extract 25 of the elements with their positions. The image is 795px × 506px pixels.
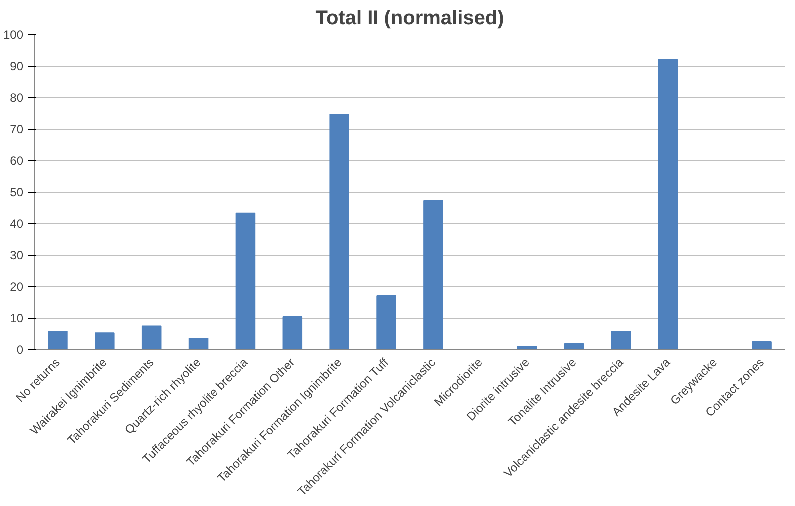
y-tick-label: 50 xyxy=(10,186,24,200)
chart-title: Total II (normalised) xyxy=(316,8,504,30)
y-tick-label: 90 xyxy=(10,60,24,74)
y-tick-label: 30 xyxy=(10,248,24,262)
y-tick-label: 100 xyxy=(3,28,24,42)
y-tick-label: 70 xyxy=(10,122,24,136)
bar xyxy=(376,295,396,350)
bar xyxy=(282,316,303,350)
bar xyxy=(188,338,209,350)
bar xyxy=(658,59,678,350)
y-tick-label: 0 xyxy=(16,343,24,357)
bar xyxy=(330,114,350,350)
bar xyxy=(48,331,68,350)
bar xyxy=(95,332,115,350)
bar xyxy=(611,331,632,350)
y-tick-label: 60 xyxy=(10,154,24,168)
y-tick-label: 40 xyxy=(10,217,24,231)
bar xyxy=(424,200,444,350)
bar xyxy=(236,212,256,350)
bar xyxy=(752,341,772,350)
bar xyxy=(142,326,162,350)
bar xyxy=(517,346,538,350)
y-tick-label: 20 xyxy=(10,280,24,294)
y-tick-label: 10 xyxy=(10,312,24,326)
y-tick-label: 80 xyxy=(10,91,24,105)
